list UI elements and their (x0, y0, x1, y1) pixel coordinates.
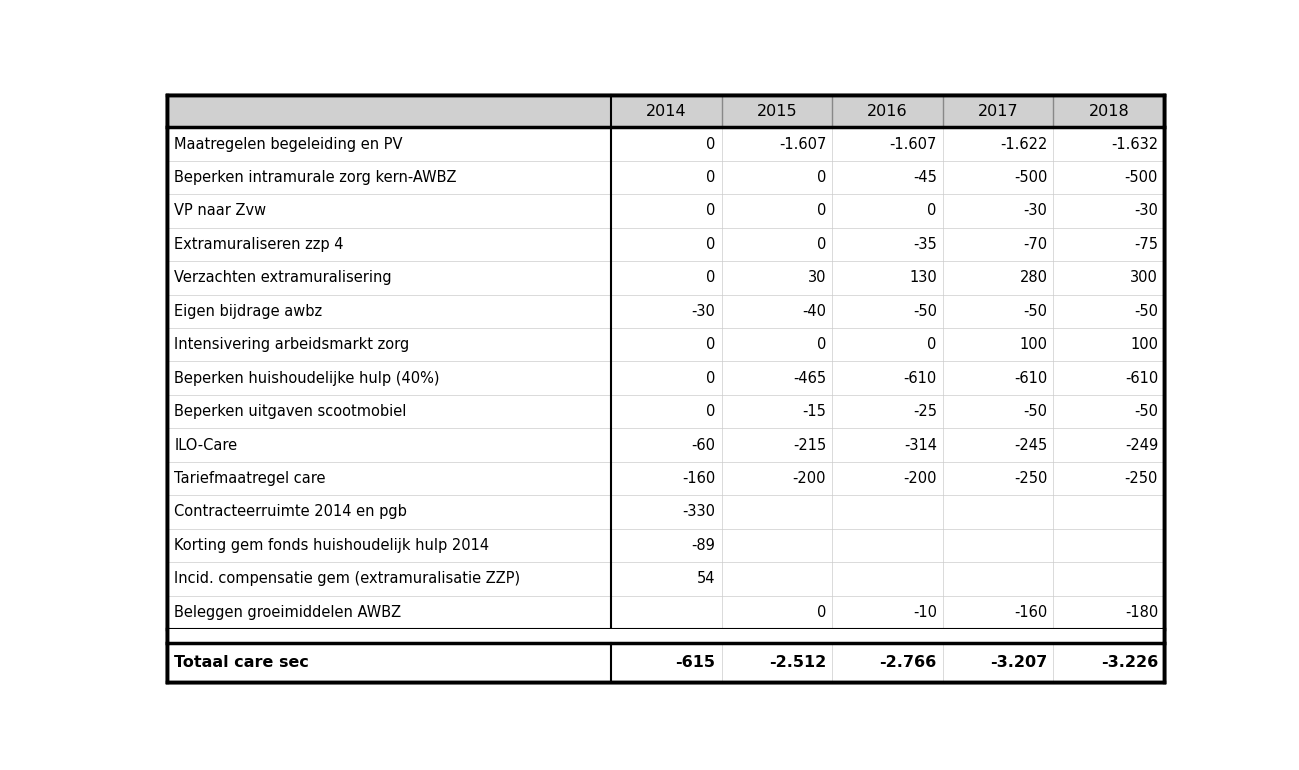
Text: Korting gem fonds huishoudelijk hulp 2014: Korting gem fonds huishoudelijk hulp 201… (174, 538, 490, 553)
Text: -50: -50 (913, 304, 937, 319)
Text: 2015: 2015 (756, 104, 798, 119)
Text: -35: -35 (913, 237, 937, 252)
Text: Intensivering arbeidsmarkt zorg: Intensivering arbeidsmarkt zorg (174, 337, 409, 352)
Text: -1.632: -1.632 (1111, 136, 1157, 152)
Text: -25: -25 (913, 404, 937, 419)
Text: 0: 0 (817, 337, 826, 352)
Bar (168, 629, 1164, 643)
Text: Beperken intramurale zorg kern-AWBZ: Beperken intramurale zorg kern-AWBZ (174, 170, 457, 185)
Text: -70: -70 (1024, 237, 1047, 252)
Text: -75: -75 (1134, 237, 1157, 252)
Text: 2017: 2017 (978, 104, 1018, 119)
Text: Beperken uitgaven scootmobiel: Beperken uitgaven scootmobiel (174, 404, 407, 419)
Text: 0: 0 (927, 203, 937, 219)
Text: 30: 30 (808, 270, 826, 286)
Text: -500: -500 (1125, 170, 1157, 185)
Text: -610: -610 (1125, 370, 1157, 386)
Text: Eigen bijdrage awbz: Eigen bijdrage awbz (174, 304, 322, 319)
Text: -160: -160 (1015, 604, 1047, 620)
Text: Totaal care sec: Totaal care sec (174, 655, 309, 670)
Text: 0: 0 (817, 604, 826, 620)
Text: 0: 0 (817, 170, 826, 185)
Text: 54: 54 (698, 571, 716, 586)
Text: 0: 0 (707, 404, 716, 419)
Text: Beperken huishoudelijke hulp (40%): Beperken huishoudelijke hulp (40%) (174, 370, 440, 386)
Text: 280: 280 (1020, 270, 1047, 286)
Text: 100: 100 (1020, 337, 1047, 352)
Text: 0: 0 (707, 237, 716, 252)
Text: -50: -50 (1024, 404, 1047, 419)
Text: -180: -180 (1125, 604, 1157, 620)
Text: -215: -215 (792, 437, 826, 453)
Text: Incid. compensatie gem (extramuralisatie ZZP): Incid. compensatie gem (extramuralisatie… (174, 571, 521, 586)
Text: -314: -314 (904, 437, 937, 453)
Text: 0: 0 (707, 270, 716, 286)
Text: -3.226: -3.226 (1100, 655, 1157, 670)
Text: -2.512: -2.512 (769, 655, 826, 670)
Text: -89: -89 (691, 538, 716, 553)
Text: -250: -250 (1015, 471, 1047, 486)
Text: 2016: 2016 (868, 104, 908, 119)
Text: -3.207: -3.207 (990, 655, 1047, 670)
Text: -1.607: -1.607 (779, 136, 826, 152)
Text: Contracteerruimte 2014 en pgb: Contracteerruimte 2014 en pgb (174, 504, 408, 520)
Text: 0: 0 (817, 203, 826, 219)
Text: Maatregelen begeleiding en PV: Maatregelen begeleiding en PV (174, 136, 403, 152)
Text: -15: -15 (803, 404, 826, 419)
Text: -610: -610 (904, 370, 937, 386)
Text: 0: 0 (817, 237, 826, 252)
Text: -2.766: -2.766 (879, 655, 937, 670)
Text: 0: 0 (707, 136, 716, 152)
Text: -200: -200 (792, 471, 826, 486)
Text: -30: -30 (1134, 203, 1157, 219)
Text: -249: -249 (1125, 437, 1157, 453)
Text: Tariefmaatregel care: Tariefmaatregel care (174, 471, 326, 486)
Text: -40: -40 (803, 304, 826, 319)
Text: -50: -50 (1134, 304, 1157, 319)
Text: Beleggen groeimiddelen AWBZ: Beleggen groeimiddelen AWBZ (174, 604, 401, 620)
Text: VP naar Zvw: VP naar Zvw (174, 203, 266, 219)
Text: -10: -10 (913, 604, 937, 620)
Text: -60: -60 (691, 437, 716, 453)
Text: -615: -615 (675, 655, 716, 670)
Text: 0: 0 (707, 337, 716, 352)
Text: 300: 300 (1130, 270, 1157, 286)
Text: -1.607: -1.607 (890, 136, 937, 152)
Text: 0: 0 (707, 370, 716, 386)
Text: ILO-Care: ILO-Care (174, 437, 238, 453)
Text: 2018: 2018 (1089, 104, 1129, 119)
Text: -30: -30 (1024, 203, 1047, 219)
Text: -500: -500 (1015, 170, 1047, 185)
Text: -1.622: -1.622 (1000, 136, 1047, 152)
Text: -330: -330 (682, 504, 716, 520)
Text: -50: -50 (1134, 404, 1157, 419)
Text: 0: 0 (707, 170, 716, 185)
Text: 0: 0 (927, 337, 937, 352)
Text: -245: -245 (1015, 437, 1047, 453)
Text: -250: -250 (1125, 471, 1157, 486)
Text: -160: -160 (682, 471, 716, 486)
Text: Extramuraliseren zzp 4: Extramuraliseren zzp 4 (174, 237, 344, 252)
Text: Verzachten extramuralisering: Verzachten extramuralisering (174, 270, 392, 286)
Text: 130: 130 (909, 270, 937, 286)
Bar (168, 95, 1164, 127)
Text: -465: -465 (792, 370, 826, 386)
Text: -45: -45 (913, 170, 937, 185)
Text: -30: -30 (691, 304, 716, 319)
Text: -200: -200 (903, 471, 937, 486)
Text: -50: -50 (1024, 304, 1047, 319)
Text: 0: 0 (707, 203, 716, 219)
Text: -610: -610 (1015, 370, 1047, 386)
Bar (168, 643, 1164, 682)
Bar (168, 127, 1164, 629)
Text: 2014: 2014 (646, 104, 687, 119)
Text: 100: 100 (1130, 337, 1157, 352)
